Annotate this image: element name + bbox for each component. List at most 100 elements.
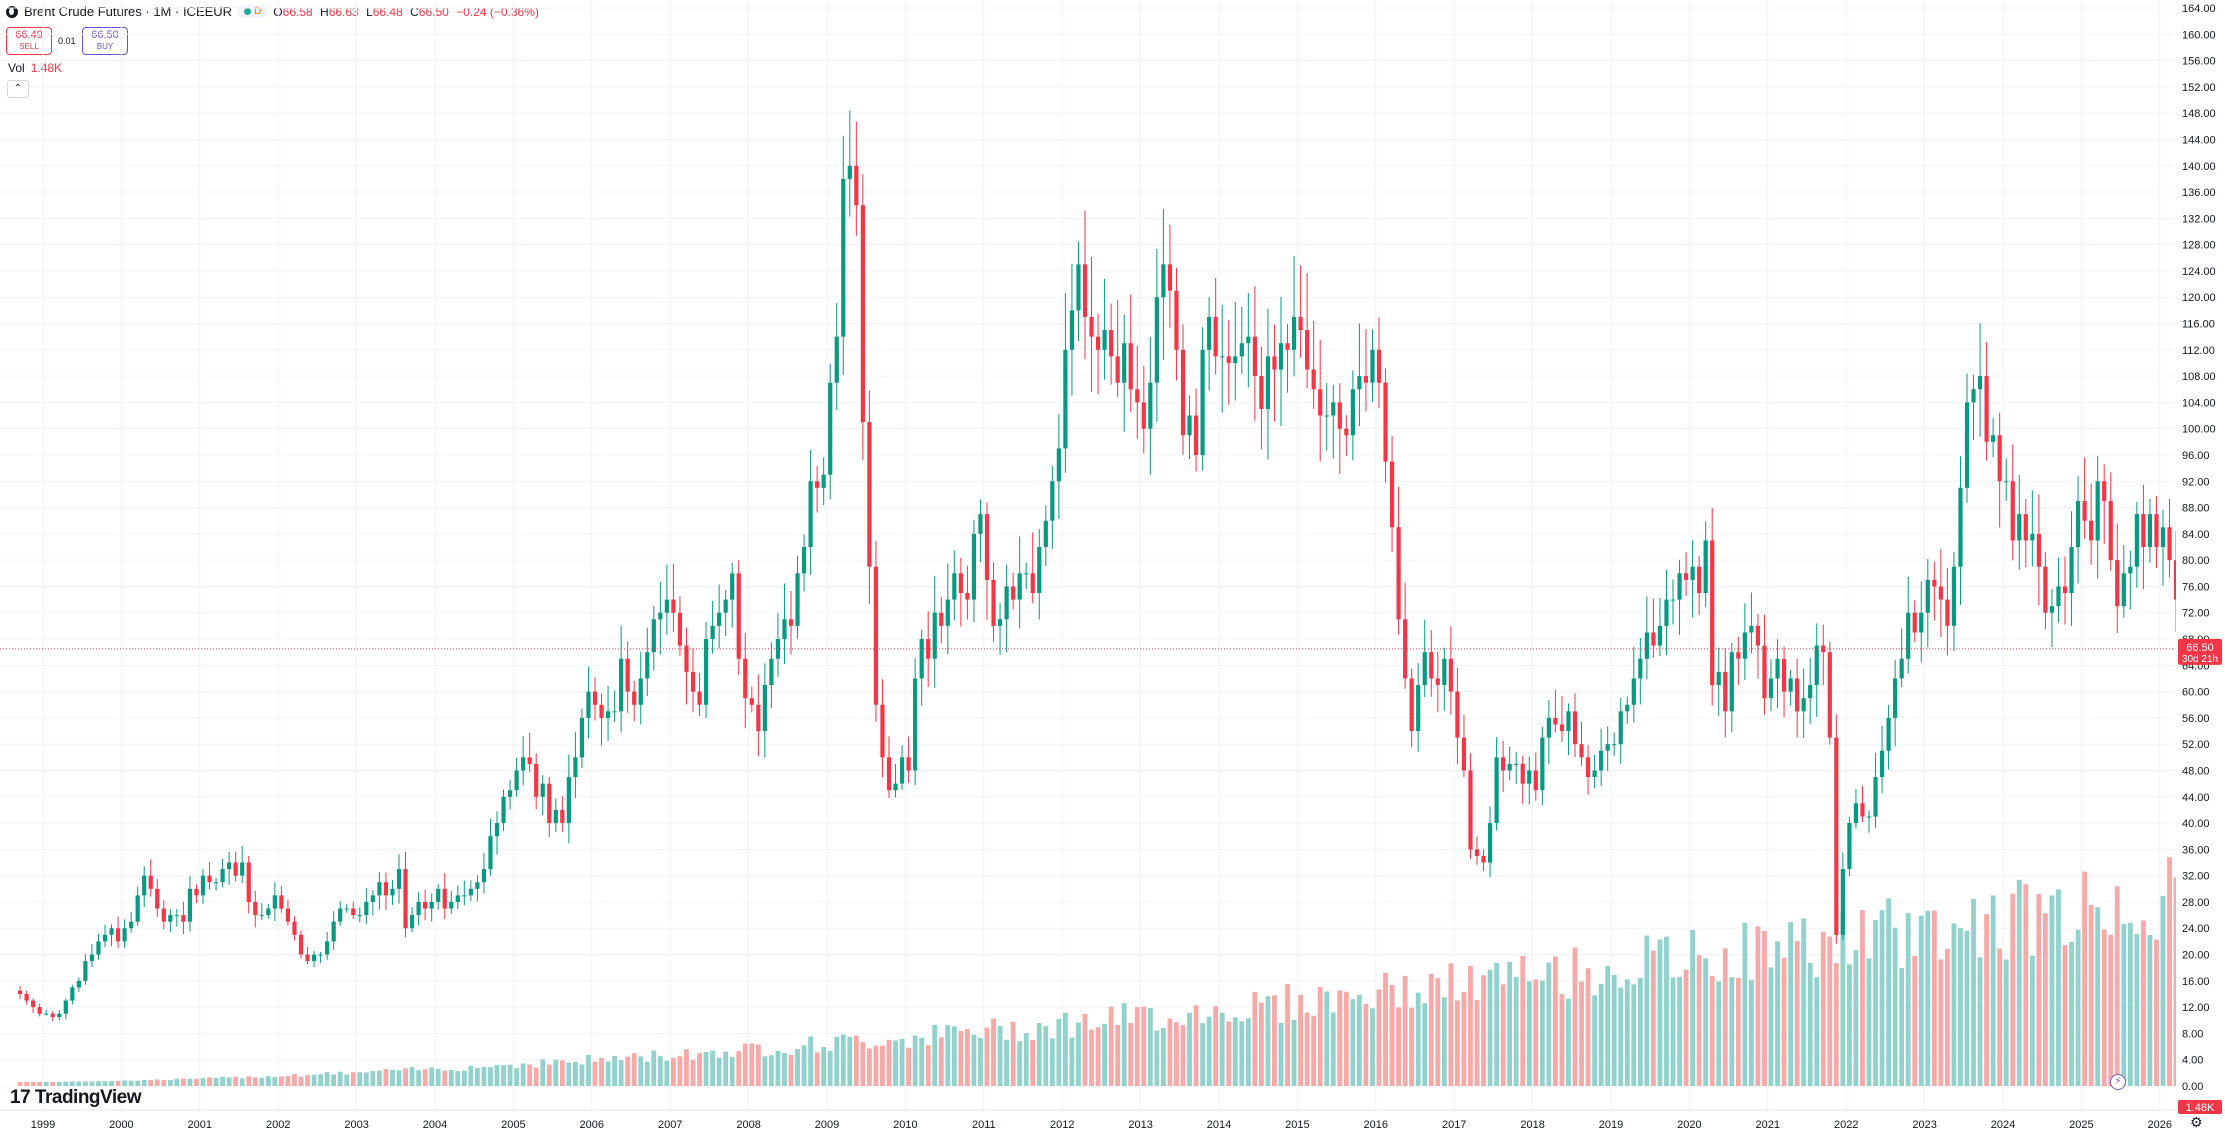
- volume-bar: [1370, 1008, 1375, 1086]
- y-tick-label: 20.00: [2182, 950, 2210, 962]
- volume-bar: [1729, 977, 1735, 1086]
- candle-body: [1906, 612, 1911, 659]
- buy-button[interactable]: 66.50 BUY: [82, 27, 128, 55]
- candle-body: [834, 336, 839, 383]
- volume-bar: [1161, 1027, 1166, 1086]
- candle-body: [873, 566, 879, 705]
- candle-body: [1729, 652, 1734, 712]
- volume-bar: [1618, 987, 1624, 1086]
- volume-bar: [1905, 913, 1911, 1086]
- x-tick-label: 2019: [1599, 1119, 1623, 1131]
- candle-body: [494, 823, 500, 837]
- candle-body: [1821, 645, 1826, 653]
- volume-bar: [1317, 987, 1323, 1086]
- candle-body: [1572, 711, 1578, 745]
- volume-bar: [1984, 914, 1989, 1086]
- volume-bar: [1651, 950, 1656, 1086]
- candle-body: [945, 599, 950, 626]
- volume-bar: [1964, 931, 1970, 1086]
- volume-bar: [769, 1055, 774, 1086]
- x-tick-label: 1999: [31, 1119, 55, 1131]
- volume-bar: [1788, 922, 1793, 1086]
- volume-bar: [1546, 962, 1552, 1086]
- y-tick-label: 144.00: [2182, 134, 2216, 146]
- x-tick-label: 2023: [1912, 1119, 1936, 1131]
- volume-bar: [527, 1064, 533, 1086]
- candle-body: [115, 928, 121, 942]
- x-tick-label: 2015: [1285, 1119, 1309, 1131]
- x-tick-label: 2010: [893, 1119, 917, 1131]
- settings-gear-icon[interactable]: ⚙: [2190, 1114, 2203, 1130]
- volume-bar: [1128, 1022, 1134, 1086]
- volume-bar: [1193, 1005, 1199, 1086]
- volume-bar: [1892, 927, 1898, 1086]
- candle-body: [658, 612, 663, 620]
- volume-bar: [951, 1026, 957, 1086]
- y-tick-label: 24.00: [2182, 923, 2210, 935]
- volume-bar: [736, 1051, 742, 1086]
- candle-body: [2154, 514, 2159, 547]
- volume-bar: [625, 1056, 631, 1086]
- volume-bar: [1755, 926, 1761, 1086]
- volume-legend[interactable]: Vol 1.48K: [8, 61, 62, 75]
- candle-body: [436, 888, 441, 902]
- candle-body: [1024, 573, 1029, 575]
- volume-bar: [1461, 992, 1467, 1086]
- candle-body: [1749, 625, 1754, 633]
- x-tick-label: 2018: [1520, 1119, 1544, 1131]
- candle-body: [1631, 678, 1636, 705]
- candle-body: [965, 593, 970, 600]
- candle-body: [142, 875, 147, 896]
- volume-bar: [1520, 955, 1526, 1086]
- candle-body: [1592, 770, 1597, 778]
- collapse-legend-button[interactable]: ⌃: [7, 80, 29, 98]
- volume-bar: [1997, 948, 2003, 1086]
- candle-body: [1964, 402, 1970, 488]
- volume-bar: [2134, 934, 2140, 1086]
- candle-body: [2010, 481, 2015, 541]
- candle-body: [1481, 855, 1486, 863]
- candle-body: [1207, 316, 1212, 350]
- y-tick-label: 156.00: [2182, 56, 2216, 68]
- candle-body: [1174, 290, 1179, 350]
- candle-body: [1246, 336, 1251, 344]
- candle-body: [89, 954, 95, 962]
- volume-bar: [1010, 1021, 1016, 1086]
- candle-body: [1644, 632, 1649, 659]
- volume-bar: [729, 1056, 735, 1086]
- volume-bar: [494, 1064, 500, 1086]
- candle-body: [246, 862, 251, 902]
- candle-body: [1487, 823, 1493, 863]
- candle-body: [1030, 573, 1035, 594]
- candle-body: [1063, 349, 1068, 449]
- candle-body: [1128, 343, 1133, 390]
- candle-body: [481, 869, 487, 883]
- candle-body: [1180, 349, 1186, 436]
- candle-body: [1690, 566, 1695, 580]
- volume-bar: [220, 1076, 225, 1086]
- volume-bar: [285, 1075, 291, 1086]
- volume-bar: [1121, 1003, 1127, 1086]
- buy-label: BUY: [96, 42, 114, 51]
- candle-body: [1834, 737, 1839, 935]
- volume-bar: [1814, 977, 1820, 1086]
- lightning-icon[interactable]: ⚡: [2110, 1074, 2126, 1090]
- volume-bar: [540, 1059, 546, 1086]
- candle-body: [1056, 448, 1061, 482]
- candle-body: [560, 809, 565, 824]
- candle-body: [1389, 461, 1395, 528]
- volume-bar: [1683, 969, 1689, 1086]
- tradingview-logo[interactable]: 17 TradingView: [10, 1087, 142, 1109]
- candle-body: [1553, 717, 1558, 725]
- x-tick-label: 2008: [736, 1119, 760, 1131]
- candle-body: [2062, 586, 2068, 594]
- candle-body: [207, 875, 212, 883]
- candle-body: [1226, 356, 1231, 363]
- x-tick-label: 2001: [188, 1119, 212, 1131]
- candle-body: [462, 895, 467, 897]
- sell-button[interactable]: 66.49 SELL: [6, 27, 52, 55]
- volume-bar: [1056, 1018, 1062, 1086]
- candle-body: [1017, 573, 1022, 600]
- volume-bar: [1239, 1021, 1245, 1086]
